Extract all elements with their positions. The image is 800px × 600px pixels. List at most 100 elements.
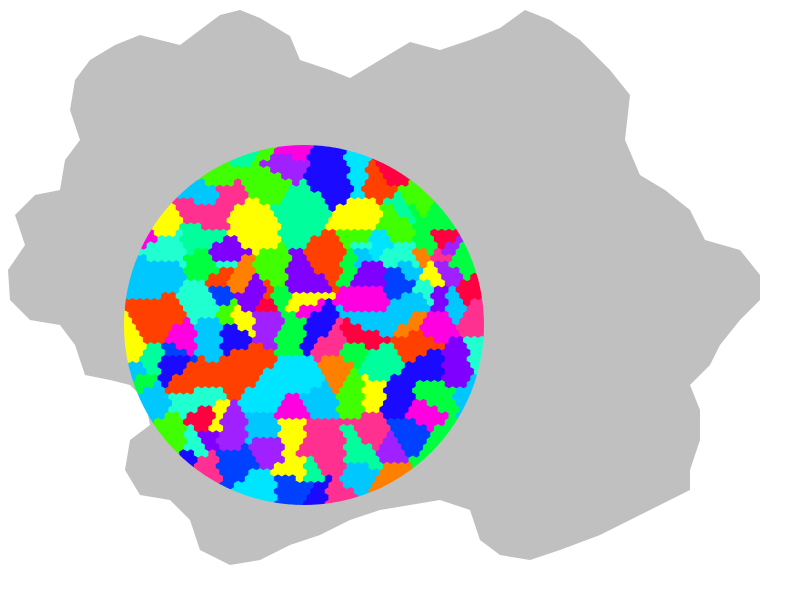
grain-cell: [146, 253, 155, 264]
grain-cell: [383, 209, 392, 220]
grain-cell: [448, 411, 457, 421]
grain-cell: [277, 442, 286, 453]
grain-cell: [324, 398, 334, 409]
grain-cell: [433, 209, 443, 220]
grain-cell: [423, 367, 432, 377]
grain-cell: [303, 411, 312, 421]
grain-cell: [263, 178, 272, 188]
grain-cell: [248, 367, 257, 377]
grain-cell: [175, 316, 184, 327]
grain-cell: [310, 449, 319, 459]
grain-cell: [215, 449, 224, 459]
grain-cell: [197, 291, 206, 302]
grain-cell: [281, 285, 290, 295]
grain-cell: [350, 417, 359, 428]
grain-cell: [157, 348, 166, 358]
grain-cell: [277, 493, 286, 503]
grain-cell: [193, 348, 203, 358]
grain-cell: [383, 474, 392, 484]
grain-cell: [379, 291, 388, 302]
grain-cell: [310, 146, 319, 157]
grain-cell: [350, 241, 359, 251]
grain-cell: [343, 480, 352, 491]
grain-cell: [390, 411, 399, 421]
grain-cell: [237, 272, 246, 283]
grain-cell: [273, 398, 283, 409]
grain-cell: [175, 291, 184, 302]
grain-cell: [324, 209, 334, 220]
grain-cell: [375, 184, 384, 195]
grain-cell: [419, 335, 428, 346]
grain-cell: [150, 348, 159, 358]
grain-cell: [186, 285, 195, 295]
grain-cell: [324, 285, 334, 295]
grain-cell: [219, 417, 228, 428]
grain-cell: [423, 442, 432, 453]
grain-cell: [193, 323, 203, 333]
grain-cell: [393, 430, 403, 440]
grain-cell: [313, 228, 323, 239]
grain-cell: [466, 379, 475, 390]
grain-cell: [408, 241, 417, 251]
grain-cell: [313, 241, 323, 251]
grain-cell: [350, 354, 359, 365]
grain-cell: [335, 190, 344, 201]
grain-cell: [324, 474, 334, 484]
grain-cell: [343, 178, 352, 188]
grain-cell: [175, 430, 184, 440]
grain-cell: [193, 449, 203, 459]
grain-cell: [237, 449, 246, 459]
grain-cell: [273, 449, 283, 459]
grain-cell: [390, 398, 399, 409]
grain-cell: [404, 398, 414, 409]
grain-cell: [324, 323, 334, 333]
grain-cell: [423, 253, 432, 264]
grain-cell: [379, 165, 388, 176]
grain-cell: [343, 253, 352, 264]
grain-cell: [335, 178, 344, 188]
grain-cell: [226, 442, 235, 453]
grain-cell: [277, 367, 286, 377]
grain-cell: [350, 367, 359, 377]
grain-cell: [353, 461, 363, 472]
grain-cell: [186, 335, 195, 346]
grain-cell: [375, 323, 384, 333]
grain-cell: [390, 197, 399, 207]
grain-cell: [215, 348, 224, 358]
grain-cell: [313, 165, 323, 176]
grain-cell: [161, 354, 170, 365]
grain-cell: [197, 228, 206, 239]
grain-cell: [146, 379, 155, 390]
grain-cell: [404, 285, 414, 295]
grain-cell: [263, 367, 272, 377]
grain-cell: [364, 480, 374, 491]
grain-cell: [175, 367, 184, 377]
grain-cell: [383, 449, 392, 459]
grain-cell: [263, 430, 272, 440]
grain-cell: [303, 260, 312, 270]
grain-cell: [284, 165, 294, 176]
grain-cell: [215, 474, 224, 484]
grain-cell: [313, 493, 323, 503]
grain-cell: [353, 474, 363, 484]
grain-cell: [448, 285, 457, 295]
grain-cell: [433, 260, 443, 270]
grain-cell: [179, 197, 188, 207]
grain-cell: [463, 272, 472, 283]
grain-cell: [339, 348, 348, 358]
grain-cell: [197, 430, 206, 440]
grain-cell: [219, 228, 228, 239]
grain-cell: [430, 354, 439, 365]
grain-cell: [179, 260, 188, 270]
grain-cell: [353, 348, 363, 358]
grain-cell: [161, 367, 170, 377]
grain-cell: [186, 449, 195, 459]
grain-cell: [430, 241, 439, 251]
grain-cell: [277, 316, 286, 327]
grain-cell: [393, 417, 403, 428]
grain-cell: [353, 272, 363, 283]
grain-cell: [193, 411, 203, 421]
grain-cell: [277, 354, 286, 365]
grain-cell: [295, 285, 304, 295]
grain-cell: [226, 165, 235, 176]
